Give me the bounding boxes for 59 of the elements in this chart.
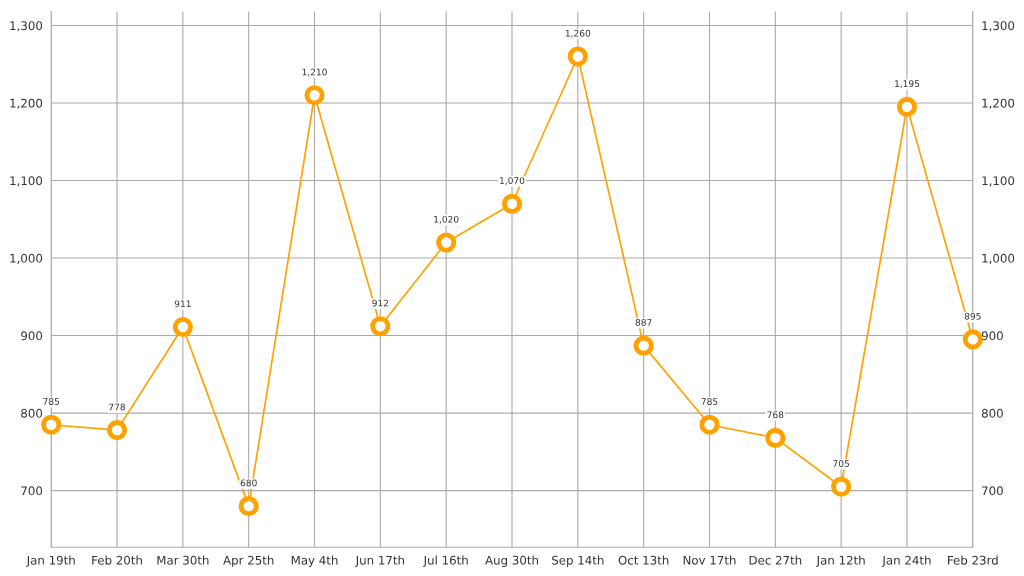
x-tick-label: Jan 12th [815, 555, 865, 567]
y-tick-label: 1,300 [10, 21, 43, 32]
x-tick-label: Sep 14th [552, 555, 604, 567]
point [238, 496, 259, 517]
data-label: 1,070 [500, 177, 525, 185]
data-label: 680 [240, 479, 257, 487]
point [370, 316, 391, 337]
x-tick-label: Feb 23rd [948, 555, 998, 565]
point [501, 193, 523, 214]
x-tick-label: Aug 30th [485, 555, 538, 567]
point [896, 96, 918, 117]
x-tick-label: Jun 17th [355, 555, 405, 567]
x-tick-label: Dec 27th [749, 555, 802, 565]
y-tick-label: 800 [21, 408, 43, 418]
x-tick-label: Jan 24th [881, 555, 931, 567]
data-label: 911 [174, 300, 191, 308]
point [567, 46, 588, 67]
x-tick-label: May 4th [291, 555, 338, 567]
x-tick-label: Mar 30th [157, 555, 209, 565]
data-label: 705 [833, 460, 849, 467]
y2-tick-label: 900 [981, 331, 1003, 341]
y2-tick-label: 800 [981, 408, 1003, 418]
point [106, 420, 128, 441]
x-tick-label: Jul 16th [423, 555, 468, 567]
y-tick-label: 900 [21, 331, 43, 341]
point [831, 476, 852, 497]
point [633, 335, 654, 356]
data-label: 912 [372, 299, 389, 307]
data-label: 887 [635, 319, 652, 326]
data-label: 1,260 [565, 29, 591, 38]
x-tick-label: Apr 25th [223, 555, 274, 567]
x-tick-label: Nov 17th [683, 555, 736, 565]
y2-tick-label: 700 [982, 486, 1003, 496]
point [699, 414, 720, 435]
y-tick-label: 700 [21, 486, 43, 496]
point [41, 414, 62, 435]
data-label: 778 [109, 403, 126, 411]
point [765, 427, 786, 448]
data-label: 785 [43, 398, 60, 405]
y-tick-label: 1,200 [10, 98, 43, 109]
data-label: 1,195 [895, 80, 920, 88]
y2-tick-label: 1,300 [982, 21, 1015, 32]
data-label: 1,020 [434, 215, 459, 224]
data-label: 785 [701, 398, 718, 405]
y2-tick-label: 1,200 [982, 98, 1015, 109]
y-tick-label: 1,000 [10, 253, 43, 264]
x-tick-label: Jan 19th [26, 555, 75, 567]
point [172, 316, 193, 338]
data-label: 1,210 [302, 68, 327, 77]
point [304, 85, 325, 106]
point [962, 329, 983, 350]
data-label: 768 [767, 411, 784, 419]
x-tick-label: Feb 20th [92, 555, 142, 565]
y2-tick-label: 1,000 [982, 253, 1015, 264]
y-tick-label: 1,100 [10, 176, 43, 187]
x-tick-label: Oct 13th [618, 555, 669, 565]
point [436, 232, 457, 253]
y2-tick-label: 1,100 [982, 176, 1015, 187]
data-label: 895 [964, 312, 981, 320]
